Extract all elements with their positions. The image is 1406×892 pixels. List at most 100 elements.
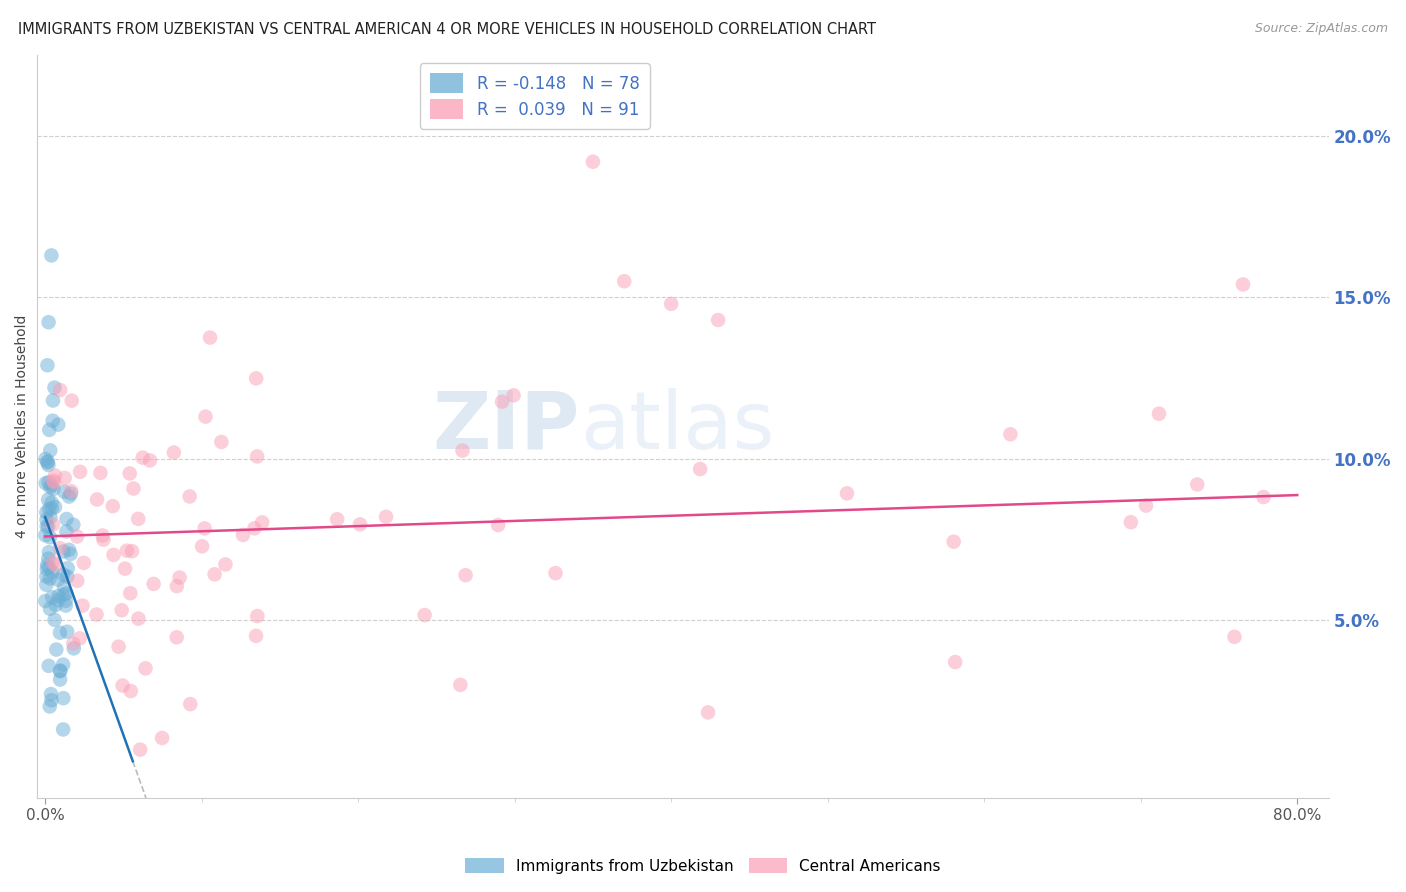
Point xyxy=(449,678,471,692)
Point xyxy=(41,591,63,605)
Point xyxy=(52,723,75,737)
Point xyxy=(37,458,59,472)
Point xyxy=(121,544,143,558)
Point xyxy=(86,607,108,622)
Point xyxy=(66,574,89,588)
Point xyxy=(46,417,69,432)
Point xyxy=(689,462,711,476)
Point xyxy=(1232,277,1254,292)
Point xyxy=(45,642,67,657)
Point xyxy=(134,661,156,675)
Point xyxy=(38,699,60,714)
Point xyxy=(942,534,965,549)
Point xyxy=(53,484,76,499)
Point xyxy=(44,381,66,395)
Point xyxy=(52,588,75,602)
Point xyxy=(42,482,65,496)
Point xyxy=(52,544,75,558)
Point xyxy=(127,512,149,526)
Point xyxy=(191,539,214,553)
Point xyxy=(38,423,60,437)
Point xyxy=(38,658,60,673)
Point xyxy=(204,567,226,582)
Point xyxy=(163,445,186,459)
Point xyxy=(52,691,75,706)
Point xyxy=(35,578,58,592)
Point xyxy=(41,693,63,707)
Point xyxy=(42,393,65,408)
Point xyxy=(37,492,59,507)
Point xyxy=(413,608,436,623)
Point xyxy=(69,465,91,479)
Point xyxy=(56,624,79,639)
Point xyxy=(44,500,66,514)
Point xyxy=(34,452,56,467)
Text: Source: ZipAtlas.com: Source: ZipAtlas.com xyxy=(1254,22,1388,36)
Point xyxy=(35,569,58,583)
Point xyxy=(59,547,82,561)
Point xyxy=(35,519,58,533)
Point xyxy=(127,612,149,626)
Point xyxy=(60,484,83,499)
Point xyxy=(111,603,134,617)
Point xyxy=(38,560,60,574)
Point xyxy=(179,697,201,711)
Point xyxy=(544,566,567,581)
Point xyxy=(502,388,524,402)
Point xyxy=(35,512,58,526)
Point xyxy=(179,490,201,504)
Point xyxy=(62,517,84,532)
Point xyxy=(46,573,69,587)
Point xyxy=(41,565,63,579)
Point xyxy=(118,467,141,481)
Point xyxy=(53,471,76,485)
Point xyxy=(42,474,65,488)
Point xyxy=(1119,515,1142,529)
Point xyxy=(150,731,173,745)
Point xyxy=(52,567,75,582)
Point xyxy=(93,533,115,547)
Point xyxy=(1147,407,1170,421)
Point xyxy=(169,570,191,584)
Point xyxy=(132,450,155,465)
Point xyxy=(49,383,72,397)
Point xyxy=(60,486,83,500)
Point xyxy=(326,512,349,526)
Point xyxy=(35,505,58,519)
Point xyxy=(39,571,62,585)
Point xyxy=(44,475,66,490)
Point xyxy=(34,528,56,542)
Point xyxy=(37,454,59,468)
Point xyxy=(39,480,62,494)
Point xyxy=(120,684,142,698)
Point xyxy=(142,577,165,591)
Point xyxy=(49,673,72,687)
Point xyxy=(66,529,89,543)
Point xyxy=(582,154,605,169)
Point xyxy=(49,625,72,640)
Point xyxy=(166,630,188,644)
Point xyxy=(86,492,108,507)
Point xyxy=(101,499,124,513)
Point xyxy=(451,443,474,458)
Point xyxy=(55,524,77,539)
Point xyxy=(198,330,221,344)
Point xyxy=(48,589,70,603)
Point xyxy=(39,443,62,458)
Point xyxy=(697,706,720,720)
Point xyxy=(122,482,145,496)
Point xyxy=(214,558,236,572)
Point xyxy=(243,521,266,535)
Point xyxy=(129,742,152,756)
Point xyxy=(69,632,91,646)
Point xyxy=(60,393,83,408)
Point xyxy=(166,579,188,593)
Point xyxy=(1253,490,1275,504)
Point xyxy=(91,528,114,542)
Point xyxy=(246,609,269,624)
Point xyxy=(120,586,142,600)
Point xyxy=(49,541,72,556)
Point xyxy=(35,476,58,491)
Point xyxy=(49,664,72,678)
Point xyxy=(209,434,232,449)
